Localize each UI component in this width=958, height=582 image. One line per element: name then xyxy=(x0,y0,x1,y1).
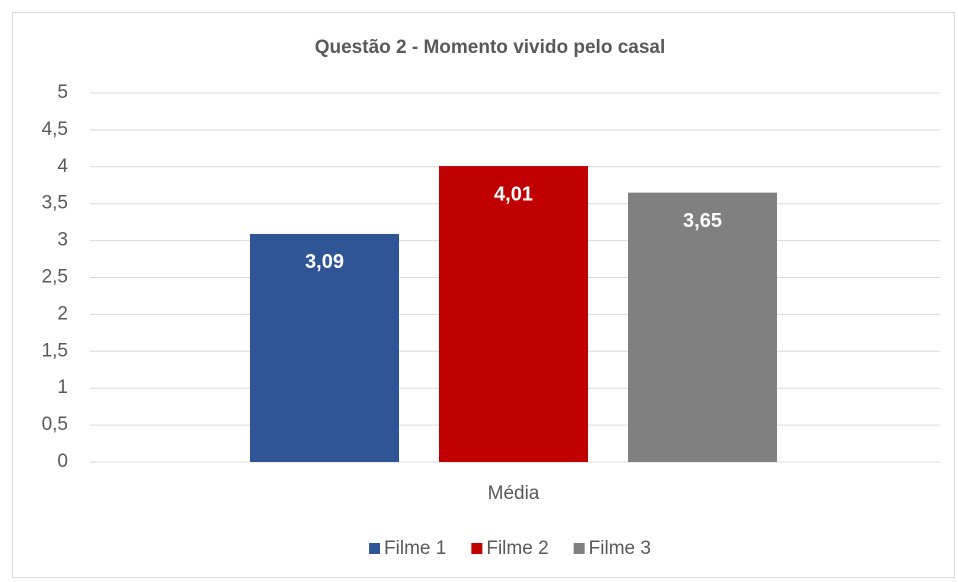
y-tick-label: 1,5 xyxy=(42,340,68,361)
y-tick-label: 1 xyxy=(57,377,68,398)
legend-label: Filme 2 xyxy=(486,538,548,559)
bar xyxy=(250,233,399,462)
y-tick-label: 0,5 xyxy=(42,414,68,435)
chart-title: Questão 2 - Momento vivido pelo casal xyxy=(315,37,666,58)
legend-swatch xyxy=(471,543,483,554)
y-tick-label: 3 xyxy=(57,230,68,251)
legend-swatch xyxy=(573,543,585,554)
bar xyxy=(439,166,588,462)
data-label: 3,65 xyxy=(683,210,722,232)
y-tick-label: 4,5 xyxy=(42,119,68,140)
y-tick-label: 2 xyxy=(57,303,68,324)
bar xyxy=(628,192,777,462)
data-label: 4,01 xyxy=(494,183,533,205)
y-tick-label: 0 xyxy=(57,451,68,472)
y-tick-label: 4 xyxy=(57,156,68,177)
x-tick-label: Média xyxy=(488,483,540,504)
legend-label: Filme 3 xyxy=(589,538,651,559)
legend-label: Filme 1 xyxy=(384,538,446,559)
legend-swatch xyxy=(369,543,381,554)
y-tick-label: 2,5 xyxy=(42,267,68,288)
data-label: 3,09 xyxy=(305,251,344,273)
y-tick-label: 3,5 xyxy=(42,193,68,214)
y-tick-label: 5 xyxy=(57,82,68,103)
